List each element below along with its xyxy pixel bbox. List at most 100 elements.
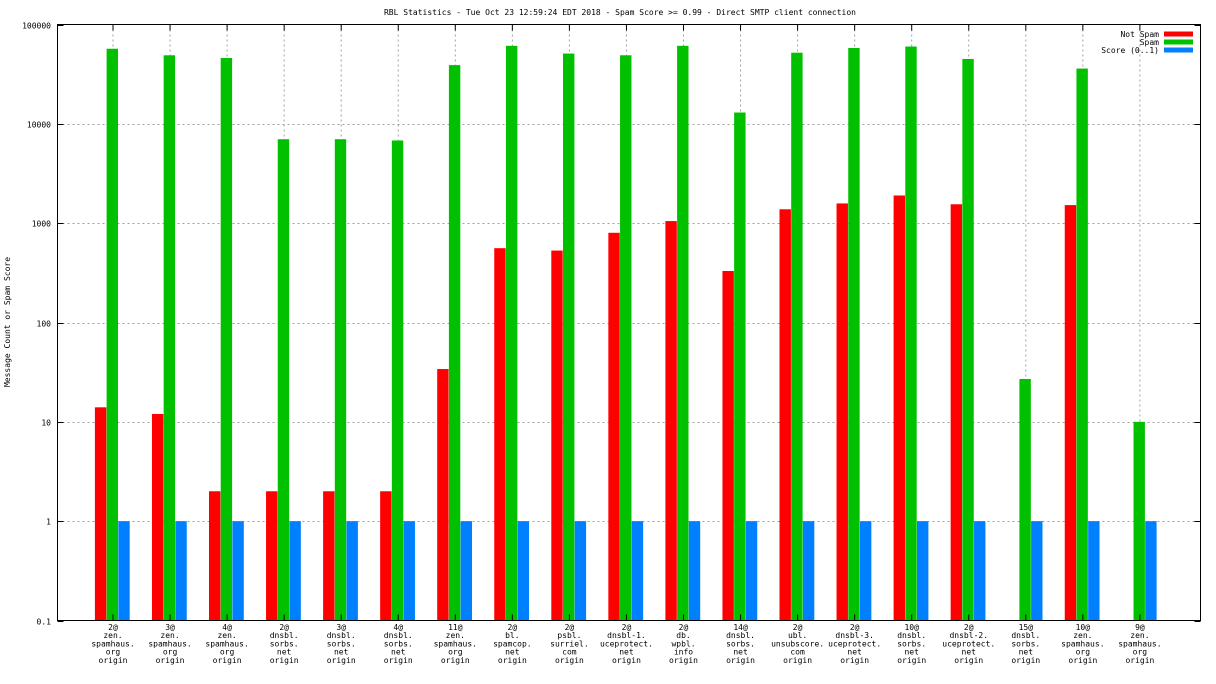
x-tick-label: 11@ — [448, 623, 463, 632]
x-tick-label: dnsbl-1. — [607, 631, 646, 640]
bar-spam — [448, 65, 461, 621]
x-tick-label: surriel. — [550, 639, 589, 648]
x-tick-label: zen. — [217, 631, 236, 640]
x-tick-label: 9@ — [1135, 623, 1145, 632]
bar-not-spam — [266, 491, 278, 621]
y-tick-label: 100000 — [22, 22, 51, 31]
bar-spam — [620, 55, 632, 621]
x-tick-layer: 2@zen.spamhaus.orgorigin3@zen.spamhaus.o… — [91, 24, 1162, 665]
x-tick-label: net — [277, 648, 292, 657]
x-tick-label: dnsbl-3. — [835, 631, 874, 640]
x-tick-label: net — [733, 648, 748, 657]
x-tick-label: net — [1019, 648, 1034, 657]
bar-score-0-1 — [802, 521, 815, 621]
bar-spam — [505, 45, 518, 621]
bar-score-0-1 — [403, 521, 415, 621]
x-tick-label: sorbs. — [327, 639, 356, 648]
x-tick-label: origin — [384, 656, 413, 665]
bar-score-0-1 — [118, 521, 130, 621]
x-tick-label: ubl. — [788, 631, 807, 640]
bar-not-spam — [494, 248, 506, 621]
bar-not-spam — [323, 491, 335, 621]
x-tick-label: 2@ — [850, 623, 860, 632]
x-tick-label: dnsbl. — [726, 631, 755, 640]
bar-score-0-1 — [631, 521, 644, 621]
bar-score-0-1 — [859, 521, 872, 621]
bar-spam — [1019, 378, 1031, 621]
x-tick-label: sorbs. — [384, 639, 413, 648]
bar-score-0-1 — [745, 521, 758, 621]
x-tick-label: net — [505, 648, 520, 657]
x-tick-label: origin — [99, 656, 128, 665]
y-tick-label: 1 — [46, 518, 51, 527]
x-tick-label: uceprotect. — [600, 639, 653, 648]
bar-spam — [334, 139, 347, 621]
x-tick-label: uceprotect. — [942, 639, 995, 648]
x-tick-label: dnsbl. — [327, 631, 356, 640]
y-tick-label: 100 — [37, 320, 52, 329]
y-tick-label: 0.1 — [37, 618, 52, 627]
bars-layer — [94, 45, 1157, 621]
x-tick-label: zen. — [1130, 631, 1149, 640]
bar-spam — [848, 47, 860, 621]
bar-not-spam — [94, 407, 107, 621]
x-tick-label: org — [1133, 648, 1148, 657]
bar-not-spam — [551, 250, 563, 621]
x-tick-label: info — [674, 648, 693, 657]
legend-swatch — [1164, 31, 1193, 37]
x-tick-label: net — [334, 648, 349, 657]
x-tick-label: 2@ — [793, 623, 803, 632]
x-tick-label: origin — [669, 656, 698, 665]
x-tick-label: dnsbl. — [270, 631, 299, 640]
x-tick-label: origin — [1068, 656, 1097, 665]
x-tick-label: dnsbl-2. — [949, 631, 988, 640]
legend-label: Spam — [1140, 38, 1159, 47]
x-tick-label: net — [904, 648, 919, 657]
x-tick-label: origin — [954, 656, 983, 665]
x-tick-label: com — [562, 648, 577, 657]
chart-title: RBL Statistics - Tue Oct 23 12:59:24 EDT… — [384, 8, 856, 17]
x-tick-label: 14@ — [733, 623, 748, 632]
bar-not-spam — [437, 369, 449, 621]
x-tick-label: 3@ — [165, 623, 175, 632]
x-tick-label: spamhaus. — [1118, 639, 1161, 648]
y-tick-label: 10000 — [27, 121, 51, 130]
bar-spam — [220, 57, 233, 621]
bar-spam — [277, 139, 290, 621]
plot-frame — [57, 24, 1201, 621]
x-tick-label: spamcop. — [493, 639, 532, 648]
x-tick-label: 4@ — [222, 623, 232, 632]
bar-not-spam — [722, 270, 734, 621]
bar-not-spam — [380, 491, 392, 621]
bar-not-spam — [151, 413, 164, 621]
y-tick-label: 10 — [41, 419, 51, 428]
x-tick-label: 10@ — [1076, 623, 1091, 632]
x-tick-label: zen. — [103, 631, 122, 640]
legend-swatch — [1164, 47, 1193, 53]
x-tick-label: sorbs. — [726, 639, 755, 648]
legend-swatch — [1164, 39, 1193, 45]
bar-not-spam — [608, 232, 620, 621]
x-tick-label: 2@ — [508, 623, 518, 632]
bar-score-0-1 — [517, 521, 530, 621]
bar-spam — [677, 45, 689, 621]
bar-spam — [1076, 68, 1088, 621]
x-tick-label: org — [163, 648, 178, 657]
x-tick-label: net — [847, 648, 862, 657]
bar-score-0-1 — [1088, 521, 1100, 621]
x-tick-label: org — [1076, 648, 1091, 657]
bar-spam — [734, 112, 746, 621]
bar-score-0-1 — [917, 521, 929, 621]
x-tick-label: org — [106, 648, 121, 657]
bar-score-0-1 — [688, 521, 701, 621]
bar-spam — [962, 58, 974, 621]
x-tick-label: psbl. — [557, 631, 581, 640]
y-tick-layer: 0.1 1 10 100 1000 10000 100000 — [22, 22, 1201, 627]
x-tick-label: origin — [327, 656, 356, 665]
x-tick-label: 4@ — [393, 623, 403, 632]
x-tick-label: spamhaus. — [91, 639, 134, 648]
x-tick-label: com — [790, 648, 805, 657]
bar-spam — [1133, 421, 1145, 621]
bar-not-spam — [665, 221, 677, 621]
